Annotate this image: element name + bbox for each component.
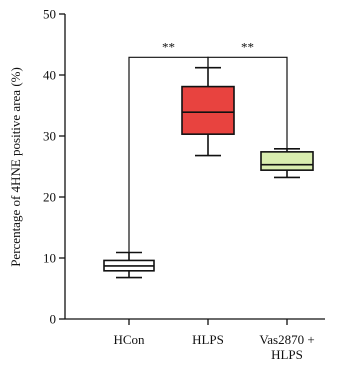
box-body [260,151,314,171]
category-labels: HCon HLPS Vas2870 +HLPS [113,332,314,362]
category-label: HLPS [271,347,303,362]
category-label: Vas2870 + [259,332,314,347]
box-2 [181,66,235,157]
box-body [181,85,235,135]
significance-label: ** [162,39,175,54]
y-tick-label: 10 [43,251,56,266]
box-3 [260,148,314,179]
box-1 [103,251,155,279]
boxes [103,66,314,279]
y-tick-label: 0 [50,312,57,327]
y-tick-label: 20 [43,190,56,205]
category-label: HCon [113,332,145,347]
y-tick-label: 40 [43,68,56,83]
y-tick-label: 30 [43,129,56,144]
significance-bracket [207,56,288,149]
significance-brackets: ** ** [128,39,288,253]
y-tick-label: 50 [43,7,56,22]
axes: 0 10 20 30 40 50 [43,7,325,327]
y-axis-title: Percentage of 4HNE positive area (%) [8,67,23,267]
category-label: HLPS [192,332,224,347]
significance-label: ** [241,39,254,54]
